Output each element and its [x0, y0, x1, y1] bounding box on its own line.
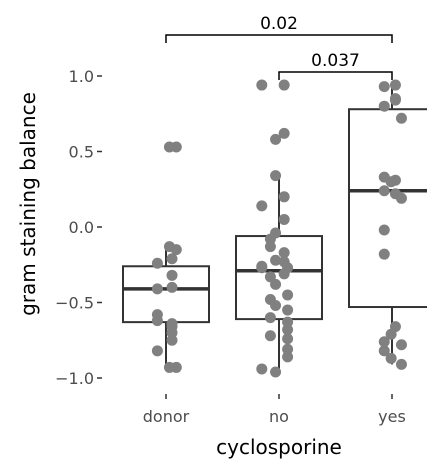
data-point — [282, 262, 294, 274]
data-point — [170, 141, 182, 153]
data-point — [282, 316, 294, 328]
box-donor — [122, 246, 210, 368]
data-point — [282, 304, 294, 316]
data-point — [270, 170, 282, 182]
data-point — [278, 127, 290, 139]
comparison-donor-yes: 0.02 — [165, 14, 393, 43]
comparison-p-value: 0.02 — [260, 14, 298, 34]
comparison-bracket — [278, 71, 393, 80]
y-axis-title: gram staining balance — [16, 92, 40, 316]
data-point — [151, 283, 163, 295]
y-tick-label: 0.5 — [69, 143, 94, 162]
data-point — [264, 241, 276, 253]
data-point — [278, 247, 290, 259]
data-points — [151, 79, 407, 378]
data-point — [270, 254, 282, 266]
box-iqr — [122, 265, 210, 324]
x-tick-label: donor — [143, 407, 190, 426]
x-tick-label: yes — [378, 407, 406, 426]
data-point — [151, 345, 163, 357]
data-point — [378, 100, 390, 112]
data-point — [395, 339, 407, 351]
x-axis-title: cyclosporine — [216, 435, 342, 459]
data-point — [264, 271, 276, 283]
data-point — [166, 269, 178, 281]
data-point — [378, 248, 390, 260]
comparison-bracket — [165, 34, 393, 43]
data-point — [385, 176, 397, 188]
data-point — [385, 352, 397, 364]
x-tick-label: no — [269, 407, 289, 426]
data-point — [264, 312, 276, 324]
data-point — [395, 358, 407, 370]
data-point — [256, 200, 268, 212]
data-point — [170, 244, 182, 256]
comparison-p-value: 0.037 — [311, 51, 360, 71]
data-point — [385, 328, 397, 340]
y-tick-label: 0.0 — [69, 218, 94, 237]
data-point — [395, 192, 407, 204]
data-point — [166, 253, 178, 265]
box-no — [235, 175, 323, 374]
y-tick-label: −0.5 — [55, 294, 94, 313]
y-tick-label: 1.0 — [69, 67, 94, 86]
data-point — [389, 93, 401, 105]
box-yes — [348, 83, 427, 365]
data-point — [170, 361, 182, 373]
data-point — [256, 262, 268, 274]
data-point — [282, 343, 294, 355]
box-iqr — [348, 108, 427, 309]
data-point — [378, 345, 390, 357]
data-point — [270, 366, 282, 378]
comparisons: 0.02 0.037 — [165, 14, 393, 80]
data-point — [282, 324, 294, 336]
data-point — [389, 79, 401, 91]
data-point — [282, 333, 294, 345]
data-point — [166, 281, 178, 293]
data-point — [270, 133, 282, 145]
data-point — [278, 191, 290, 203]
data-point — [256, 79, 268, 91]
data-point — [151, 309, 163, 321]
comparison-no-yes: 0.037 — [278, 51, 393, 80]
data-point — [151, 257, 163, 269]
axes: −1.0 −0.5 0.0 0.5 1.0 donor no yes — [55, 67, 406, 426]
data-point — [264, 293, 276, 305]
data-point — [282, 351, 294, 363]
data-point — [278, 213, 290, 225]
y-tick-label: −1.0 — [55, 369, 94, 388]
data-point — [378, 336, 390, 348]
data-point — [278, 79, 290, 91]
data-point — [282, 289, 294, 301]
data-point — [378, 81, 390, 93]
data-point — [166, 334, 178, 346]
data-point — [378, 185, 390, 197]
data-point — [378, 224, 390, 236]
data-point — [264, 233, 276, 245]
data-point — [264, 330, 276, 342]
data-point — [256, 363, 268, 375]
data-point — [395, 112, 407, 124]
data-point — [166, 327, 178, 339]
